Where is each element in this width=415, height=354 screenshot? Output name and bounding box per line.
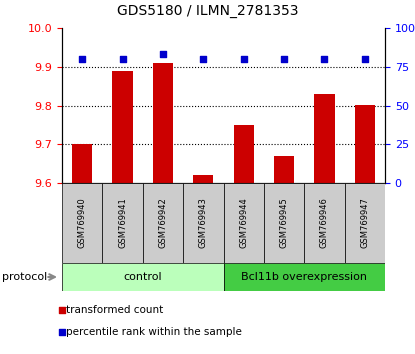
Point: [361, 56, 368, 62]
Bar: [183, 183, 224, 263]
Bar: [264, 183, 304, 263]
Text: control: control: [123, 272, 162, 282]
Bar: [112, 71, 133, 183]
Bar: [224, 183, 264, 263]
Point: [119, 56, 126, 62]
Text: GSM769944: GSM769944: [239, 198, 248, 249]
Bar: [344, 183, 385, 263]
Text: protocol: protocol: [2, 272, 47, 282]
Bar: [355, 105, 375, 183]
Bar: [62, 183, 103, 263]
Text: GSM769947: GSM769947: [360, 198, 369, 249]
Text: GDS5180 / ILMN_2781353: GDS5180 / ILMN_2781353: [117, 4, 298, 18]
Bar: [224, 263, 385, 291]
Text: Bcl11b overexpression: Bcl11b overexpression: [241, 272, 367, 282]
Bar: [304, 183, 344, 263]
Point: [59, 330, 65, 335]
Text: GSM769942: GSM769942: [159, 198, 167, 249]
Point: [321, 56, 328, 62]
Point: [281, 56, 287, 62]
Point: [79, 56, 85, 62]
Point: [59, 307, 65, 313]
Text: GSM769943: GSM769943: [199, 198, 208, 249]
Bar: [103, 183, 143, 263]
Text: percentile rank within the sample: percentile rank within the sample: [66, 327, 242, 337]
Text: GSM769941: GSM769941: [118, 198, 127, 249]
Bar: [234, 125, 254, 183]
Point: [200, 56, 207, 62]
Bar: [314, 94, 334, 183]
Bar: [193, 175, 213, 183]
Text: GSM769945: GSM769945: [280, 198, 288, 249]
Text: GSM769946: GSM769946: [320, 198, 329, 249]
Bar: [62, 263, 224, 291]
Bar: [72, 144, 92, 183]
Point: [160, 52, 166, 57]
Text: GSM769940: GSM769940: [78, 198, 87, 249]
Bar: [153, 63, 173, 183]
Bar: [143, 183, 183, 263]
Text: transformed count: transformed count: [66, 305, 164, 315]
Bar: [274, 156, 294, 183]
Point: [240, 56, 247, 62]
